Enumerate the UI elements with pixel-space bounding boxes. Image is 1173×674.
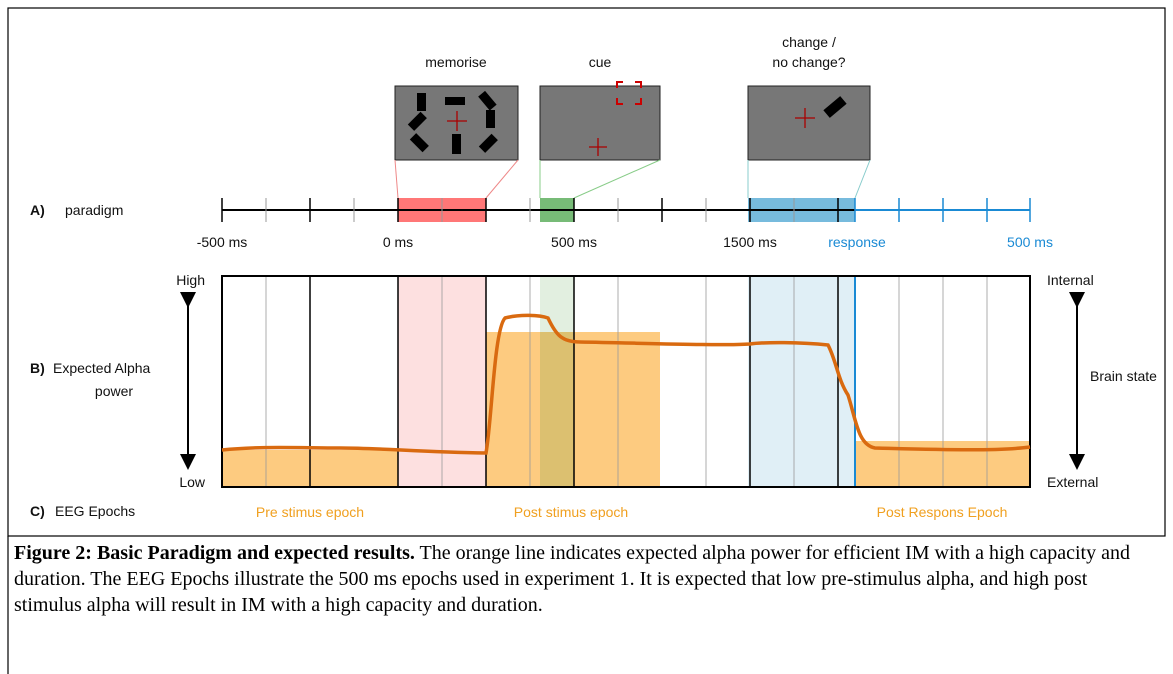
tick-label: 1500 ms [723, 234, 777, 250]
screen-label: memorise [425, 54, 487, 70]
panel-title: Expected Alpha [53, 360, 151, 376]
screens: memorise cue change / no change? [394, 34, 871, 199]
frame [7, 7, 1166, 674]
tick-label: -500 ms [197, 234, 248, 250]
tick-label: response [828, 234, 886, 250]
timeline: A) paradigm -500 ms 0 ms 500 ms 1500 ms … [30, 198, 1053, 250]
epoch-label: Post stimus epoch [514, 504, 628, 520]
tick-label: 500 ms [1007, 234, 1053, 250]
epoch-label: Post Respons Epoch [877, 504, 1008, 520]
axis-label: High [176, 272, 205, 288]
screen-label: cue [589, 54, 612, 70]
axis-label: Internal [1047, 272, 1094, 288]
axis-label: External [1047, 474, 1098, 490]
tick-label: 0 ms [383, 234, 413, 250]
panel-title: power [95, 383, 133, 399]
panel-title: paradigm [65, 202, 123, 218]
caption-text: The orange line indicates expected alpha… [14, 542, 1130, 616]
axis-label: Low [179, 474, 206, 490]
panel-label: C) [30, 503, 45, 519]
screen-label: change / [782, 34, 836, 50]
epochs-panel: C) EEG Epochs Pre stimus epoch Post stim… [30, 503, 1007, 520]
caption: Figure 2: Basic Paradigm and expected re… [14, 540, 1154, 618]
panel-label: B) [30, 360, 45, 376]
panel-label: A) [30, 202, 45, 218]
axis-title: Brain state [1090, 368, 1157, 384]
screen-label: no change? [772, 54, 845, 70]
caption-title: Figure 2: Basic Paradigm and expected re… [14, 542, 415, 564]
tick-label: 500 ms [551, 234, 597, 250]
epoch-label: Pre stimus epoch [256, 504, 364, 520]
panel-title: EEG Epochs [55, 503, 135, 519]
alpha-panel: High Low Internal External Brain state B… [30, 272, 1157, 490]
